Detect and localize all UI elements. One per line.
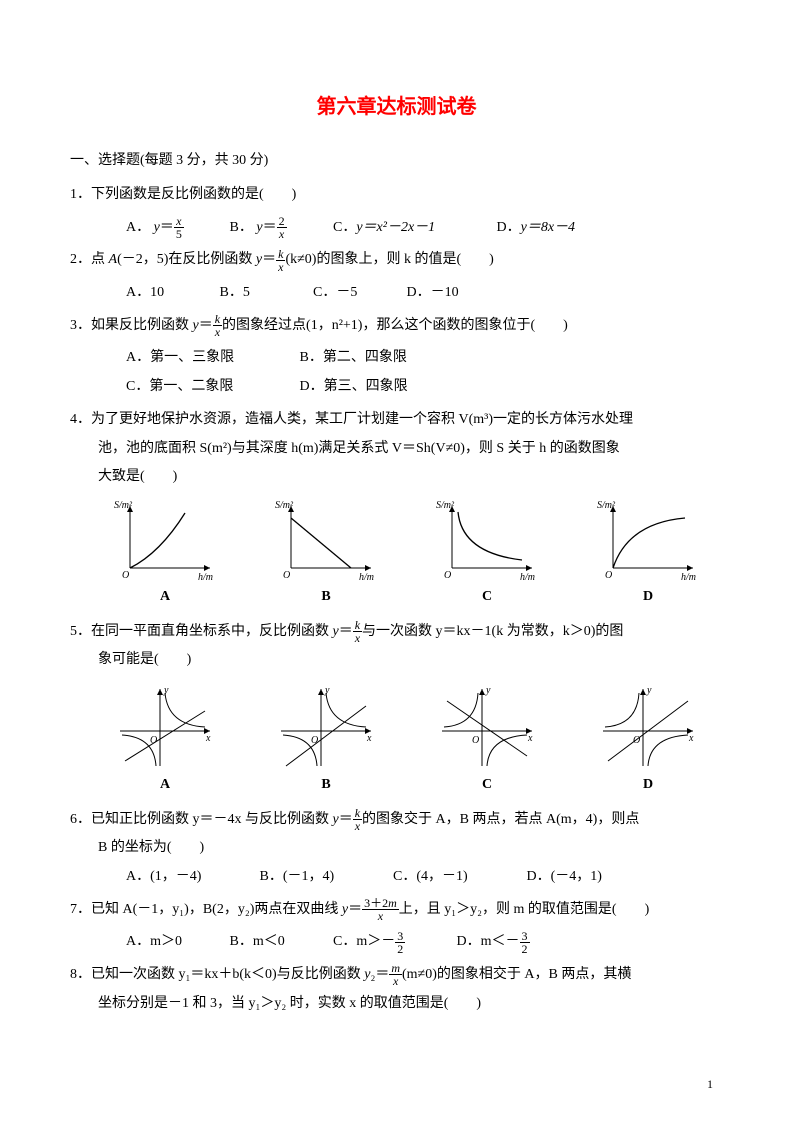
q5-graph-b: O x y B (271, 681, 381, 800)
q4-graph-a: S/m² O h/m A (110, 498, 220, 612)
question-1: 1．下列函数是反比例函数的是( ) A． y＝x5 B． y＝2x C．y＝x²… (70, 181, 723, 242)
q3-opt-a: A．第一、三象限 (126, 344, 296, 373)
svg-text:x: x (205, 733, 211, 744)
graph-label: D (593, 583, 703, 612)
opt-label: D． (497, 214, 521, 243)
q8-post: (m≠0)的图象相交于 A，B 两点，其横 (402, 967, 631, 982)
svg-text:y: y (163, 685, 169, 696)
page-number: 1 (707, 1077, 713, 1092)
q6-pre: 6．已知正比例函数 y＝－4x 与反比例函数 (70, 812, 333, 827)
svg-text:y: y (485, 685, 491, 696)
q3-opt-d: D．第三、四象限 (300, 373, 408, 402)
svg-text:y: y (646, 685, 652, 696)
question-3: 3．如果反比例函数 y＝kx的图象经过点(1，n²+1)，那么这个函数的图象位于… (70, 312, 723, 402)
q3-opt-c: C．第一、二象限 (126, 373, 296, 402)
page-title: 第六章达标测试卷 (70, 90, 723, 119)
q6-opt-b: B．(－1，4) (260, 863, 390, 892)
q7-opt-a: A．m＞0 (126, 928, 226, 957)
q6-opt-c: C．(4，－1) (393, 863, 523, 892)
q6-l2: B 的坐标为( ) (70, 834, 723, 863)
graph-label: A (110, 583, 220, 612)
q2-opt-c: C．－5 (313, 279, 403, 308)
q4-graph-d: S/m² O h/m D (593, 498, 703, 612)
axis-label: h/m (198, 572, 213, 583)
graph-label: C (432, 771, 542, 800)
graph-label: A (110, 771, 220, 800)
svg-text:O: O (444, 570, 451, 581)
q3-pre: 3．如果反比例函数 (70, 318, 193, 333)
graph-label: B (271, 583, 381, 612)
q1-opt-d: D．y＝8x－4 (497, 214, 576, 243)
svg-text:x: x (366, 733, 372, 744)
q1-stem: 1．下列函数是反比例函数的是( ) (70, 187, 296, 202)
q5-pre: 5．在同一平面直角坐标系中，反比例函数 (70, 624, 333, 639)
q6-opt-a: A．(1，－4) (126, 863, 256, 892)
svg-text:y: y (324, 685, 330, 696)
question-2: 2．点 A(－2，5)在反比例函数 y＝kx(k≠0)的图象上，则 k 的值是(… (70, 246, 723, 307)
opt-label: C． (333, 214, 356, 243)
graph-label: C (432, 583, 542, 612)
q2-mid1: (－2，5)在反比例函数 (117, 252, 256, 267)
svg-text:O: O (605, 570, 612, 581)
question-4: 4．为了更好地保护水资源，造福人类，某工厂计划建一个容积 V(m³)一定的长方体… (70, 406, 723, 614)
q4-graph-b: S/m² O h/m B (271, 498, 381, 612)
q5-graphs: O x y A O x y (70, 675, 723, 802)
q1-opt-b: B． y＝2x (230, 214, 330, 243)
q7-pre: 7．已知 A(－1，y₁)，B(2，y₂)两点在双曲线 (70, 902, 342, 917)
q2-pre: 2．点 (70, 252, 109, 267)
q3-post: 的图象经过点(1，n²+1)，那么这个函数的图象位于( ) (222, 318, 568, 333)
axis-label: h/m (681, 572, 696, 583)
svg-text:O: O (633, 735, 640, 746)
q2-opt-a: A．10 (126, 279, 216, 308)
svg-text:O: O (283, 570, 290, 581)
axis-label: h/m (520, 572, 535, 583)
q4-l1: 4．为了更好地保护水资源，造福人类，某工厂计划建一个容积 V(m³)一定的长方体… (70, 406, 723, 435)
q2-opt-d: D．－10 (407, 279, 459, 308)
q8-pre: 8．已知一次函数 y₁＝kx＋b(k＜0)与反比例函数 (70, 967, 364, 982)
opt-expr: y＝x²－2x－1 (356, 214, 435, 243)
q5-l2: 象可能是( ) (70, 646, 723, 675)
q8-l2: 坐标分别是－1 和 3，当 y₁＞y₂ 时，实数 x 的取值范围是( ) (70, 990, 723, 1019)
q3-opt-b: B．第二、四象限 (300, 344, 407, 373)
opt-label: A． (126, 214, 150, 243)
graph-label: B (271, 771, 381, 800)
question-8: 8．已知一次函数 y₁＝kx＋b(k＜0)与反比例函数 y₂＝mx(m≠0)的图… (70, 961, 723, 1018)
question-7: 7．已知 A(－1，y₁)，B(2，y₂)两点在双曲线 y＝3＋2mx上，且 y… (70, 896, 723, 957)
q4-graphs: S/m² O h/m A S/m² O h/m (70, 492, 723, 614)
q7-opt-d: D．m＜－32 (457, 928, 530, 957)
q1-opt-a: A． y＝x5 (126, 214, 226, 243)
svg-text:x: x (688, 733, 694, 744)
q6-post: 的图象交于 A，B 两点，若点 A(m，4)，则点 (362, 812, 639, 827)
q2-opt-b: B．5 (220, 279, 310, 308)
graph-label: D (593, 771, 703, 800)
q2-A: A (109, 252, 118, 267)
svg-text:x: x (527, 733, 533, 744)
q5-graph-a: O x y A (110, 681, 220, 800)
opt-label: D．m＜－ (457, 928, 520, 957)
svg-text:O: O (122, 570, 129, 581)
q2-mid2: (k≠0)的图象上，则 k 的值是( ) (285, 252, 493, 267)
q6-opt-d: D．(－4，1) (527, 863, 602, 892)
question-5: 5．在同一平面直角坐标系中，反比例函数 y＝kx与一次函数 y＝kx－1(k 为… (70, 618, 723, 802)
q5-graph-d: O x y D (593, 681, 703, 800)
q1-opt-c: C．y＝x²－2x－1 (333, 214, 493, 243)
q7-opt-b: B．m＜0 (230, 928, 330, 957)
q7-post: 上，且 y₁＞y₂，则 m 的取值范围是( ) (399, 902, 649, 917)
question-6: 6．已知正比例函数 y＝－4x 与反比例函数 y＝kx的图象交于 A，B 两点，… (70, 806, 723, 892)
opt-label: B． (230, 214, 253, 243)
q5-mid: 与一次函数 y＝kx－1(k 为常数，k＞0)的图 (362, 624, 623, 639)
q5-graph-c: O x y C (432, 681, 542, 800)
opt-label: C．m＞－ (333, 928, 395, 957)
q4-l3: 大致是( ) (70, 463, 723, 492)
q4-graph-c: S/m² O h/m C (432, 498, 542, 612)
q7-opt-c: C．m＞－32 (333, 928, 453, 957)
svg-text:O: O (472, 735, 479, 746)
opt-expr: y＝8x－4 (521, 214, 575, 243)
axis-label: h/m (359, 572, 374, 583)
section-heading: 一、选择题(每题 3 分，共 30 分) (70, 147, 723, 175)
q4-l2: 池，池的底面积 S(m²)与其深度 h(m)满足关系式 V＝Sh(V≠0)，则 … (70, 435, 723, 464)
